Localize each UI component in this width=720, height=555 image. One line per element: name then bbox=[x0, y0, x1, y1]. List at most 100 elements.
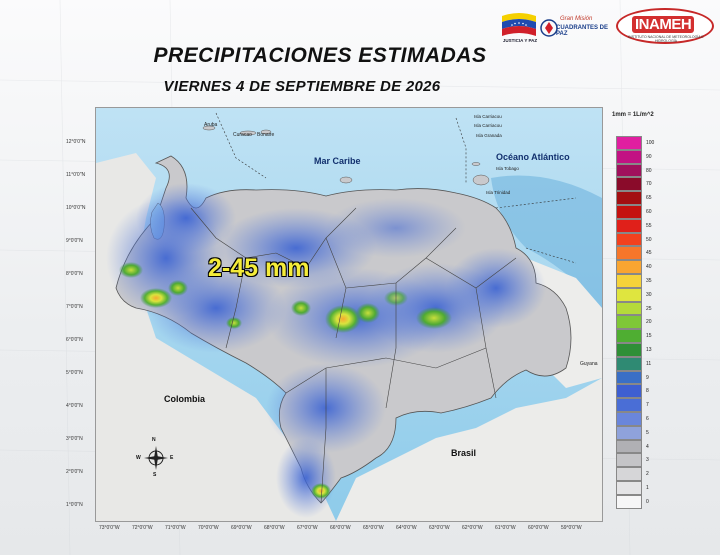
lon-label: 71°0'0"W bbox=[165, 525, 186, 531]
lon-label: 61°0'0"W bbox=[495, 525, 516, 531]
legend-swatch bbox=[616, 232, 642, 247]
label-isla-carriacou-2: Isla Carriacou bbox=[474, 123, 502, 128]
legend-value-label: 20 bbox=[646, 319, 652, 326]
legend-swatch bbox=[616, 301, 642, 316]
lon-label: 67°0'0"W bbox=[297, 525, 318, 531]
legend-value-label: 13 bbox=[646, 347, 652, 353]
label-isla-granada: Isla Granada bbox=[476, 133, 502, 138]
legend-swatch bbox=[616, 136, 642, 150]
lat-label: 1°0'0"N bbox=[66, 502, 83, 508]
label-isla-tobago: Isla Tobago bbox=[496, 166, 519, 171]
legend-swatch bbox=[616, 467, 642, 481]
legend-value-label: 35 bbox=[646, 278, 652, 284]
legend-swatch bbox=[616, 425, 642, 440]
label-isla-trinidad: Isla Trinidad bbox=[486, 190, 511, 195]
legend-value-label: 60 bbox=[646, 209, 652, 215]
legend-value-label: 6 bbox=[646, 416, 649, 422]
lat-label: 10°0'0"N bbox=[66, 205, 86, 211]
legend-swatch bbox=[616, 494, 642, 509]
legend-swatch bbox=[616, 439, 642, 454]
legend-swatch bbox=[616, 315, 642, 330]
label-colombia: Colombia bbox=[164, 394, 206, 404]
lon-label: 70°0'0"W bbox=[198, 525, 219, 531]
legend-swatch bbox=[616, 329, 642, 343]
inameh-wordmark: INAMEH bbox=[632, 16, 695, 33]
lon-label: 68°0'0"W bbox=[264, 525, 285, 531]
lat-label: 7°0'0"N bbox=[66, 304, 83, 310]
legend-value-label: 8 bbox=[646, 388, 649, 395]
lon-label: 66°0'0"W bbox=[330, 525, 351, 531]
atlantic-depth bbox=[491, 175, 602, 308]
lon-label: 59°0'0"W bbox=[561, 525, 582, 531]
brasil-land bbox=[336, 378, 602, 521]
legend-value-label: 11 bbox=[646, 360, 652, 367]
lat-label: 4°0'0"N bbox=[66, 403, 83, 409]
label-brasil: Brasil bbox=[451, 448, 477, 458]
state-borders bbox=[190, 207, 517, 504]
legend-swatch bbox=[616, 218, 642, 233]
compass-rose-icon bbox=[144, 446, 168, 470]
legend-swatch bbox=[616, 260, 642, 274]
legend-swatch bbox=[616, 342, 642, 357]
lat-label: 3°0'0"N bbox=[66, 436, 83, 442]
lat-label: 11°0'0"N bbox=[66, 172, 86, 178]
inameh-subtitle: INSTITUTO NACIONAL DE METEOROLOGÍA E HID… bbox=[628, 35, 704, 43]
lon-label: 72°0'0"W bbox=[132, 525, 153, 531]
legend-value-label: 5 bbox=[646, 429, 649, 436]
legend-value-label: 80 bbox=[646, 167, 652, 174]
label-aruba: Aruba bbox=[204, 122, 218, 128]
label-isla-carriacou: Isla Carriacou bbox=[474, 114, 502, 119]
page-title: PRECIPITACIONES ESTIMADAS bbox=[153, 44, 487, 67]
legend-value-label: 15 bbox=[646, 333, 652, 340]
compass-south: S bbox=[153, 472, 157, 478]
legend-swatch bbox=[616, 287, 642, 302]
legend-value-label: 1 bbox=[646, 485, 649, 491]
rainfall-hotspots bbox=[119, 262, 452, 499]
legend-value-label: 90 bbox=[646, 153, 652, 160]
legend-value-label: 45 bbox=[646, 250, 652, 257]
legend-swatch bbox=[616, 384, 642, 399]
precipitation-legend bbox=[616, 136, 642, 509]
legend-title: 1mm = 1L/m^2 bbox=[612, 112, 654, 118]
legend-swatch bbox=[616, 204, 642, 219]
gmv-line2: CUADRANTES DE PAZ bbox=[556, 25, 609, 37]
gran-mision-logo: Gran Misión CUADRANTES DE PAZ bbox=[540, 12, 612, 46]
venezuela-flag-logo bbox=[502, 13, 536, 36]
lon-label: 73°0'0"W bbox=[99, 525, 120, 531]
lat-label: 6°0'0"N bbox=[66, 337, 83, 343]
compass-east: E bbox=[170, 455, 174, 461]
flag-logo-caption: JUSTICIA Y PAZ bbox=[502, 38, 538, 43]
legend-value-label: 30 bbox=[646, 291, 652, 298]
legend-swatch bbox=[616, 149, 642, 164]
label-bonaire: Bonaire bbox=[257, 132, 275, 138]
lon-label: 63°0'0"W bbox=[429, 525, 450, 531]
legend-swatch bbox=[616, 246, 642, 261]
legend-swatch bbox=[616, 370, 642, 385]
lat-label: 2°0'0"N bbox=[66, 469, 83, 475]
lat-label: 9°0'0"N bbox=[66, 238, 83, 244]
label-guyana: Guyana bbox=[580, 361, 598, 367]
legend-value-label: 0 bbox=[646, 498, 649, 505]
legend-swatch bbox=[616, 453, 642, 468]
lon-label: 69°0'0"W bbox=[231, 525, 252, 531]
lat-label: 5°0'0"N bbox=[66, 370, 83, 376]
compass-north: N bbox=[152, 437, 156, 443]
legend-value-label: 65 bbox=[646, 195, 652, 202]
lon-label: 65°0'0"W bbox=[363, 525, 384, 531]
lon-label: 62°0'0"W bbox=[462, 525, 483, 531]
lat-label: 8°0'0"N bbox=[66, 271, 83, 277]
legend-swatch bbox=[616, 273, 642, 288]
legend-value-label: 3 bbox=[646, 457, 649, 464]
legend-value-label: 2 bbox=[646, 471, 649, 478]
map-canvas bbox=[96, 108, 602, 521]
legend-swatch bbox=[616, 191, 642, 205]
legend-swatch bbox=[616, 163, 642, 178]
precipitation-map: 2-45 mm Mar Caribe Océano Atlántico Colo… bbox=[95, 107, 603, 522]
legend-swatch bbox=[616, 411, 642, 426]
gmv-line1: Gran Misión bbox=[560, 16, 593, 22]
islands bbox=[202, 125, 490, 186]
lon-label: 64°0'0"W bbox=[396, 525, 417, 531]
legend-swatch bbox=[616, 356, 642, 371]
legend-value-label: 55 bbox=[646, 222, 652, 229]
legend-value-label: 25 bbox=[646, 305, 652, 312]
